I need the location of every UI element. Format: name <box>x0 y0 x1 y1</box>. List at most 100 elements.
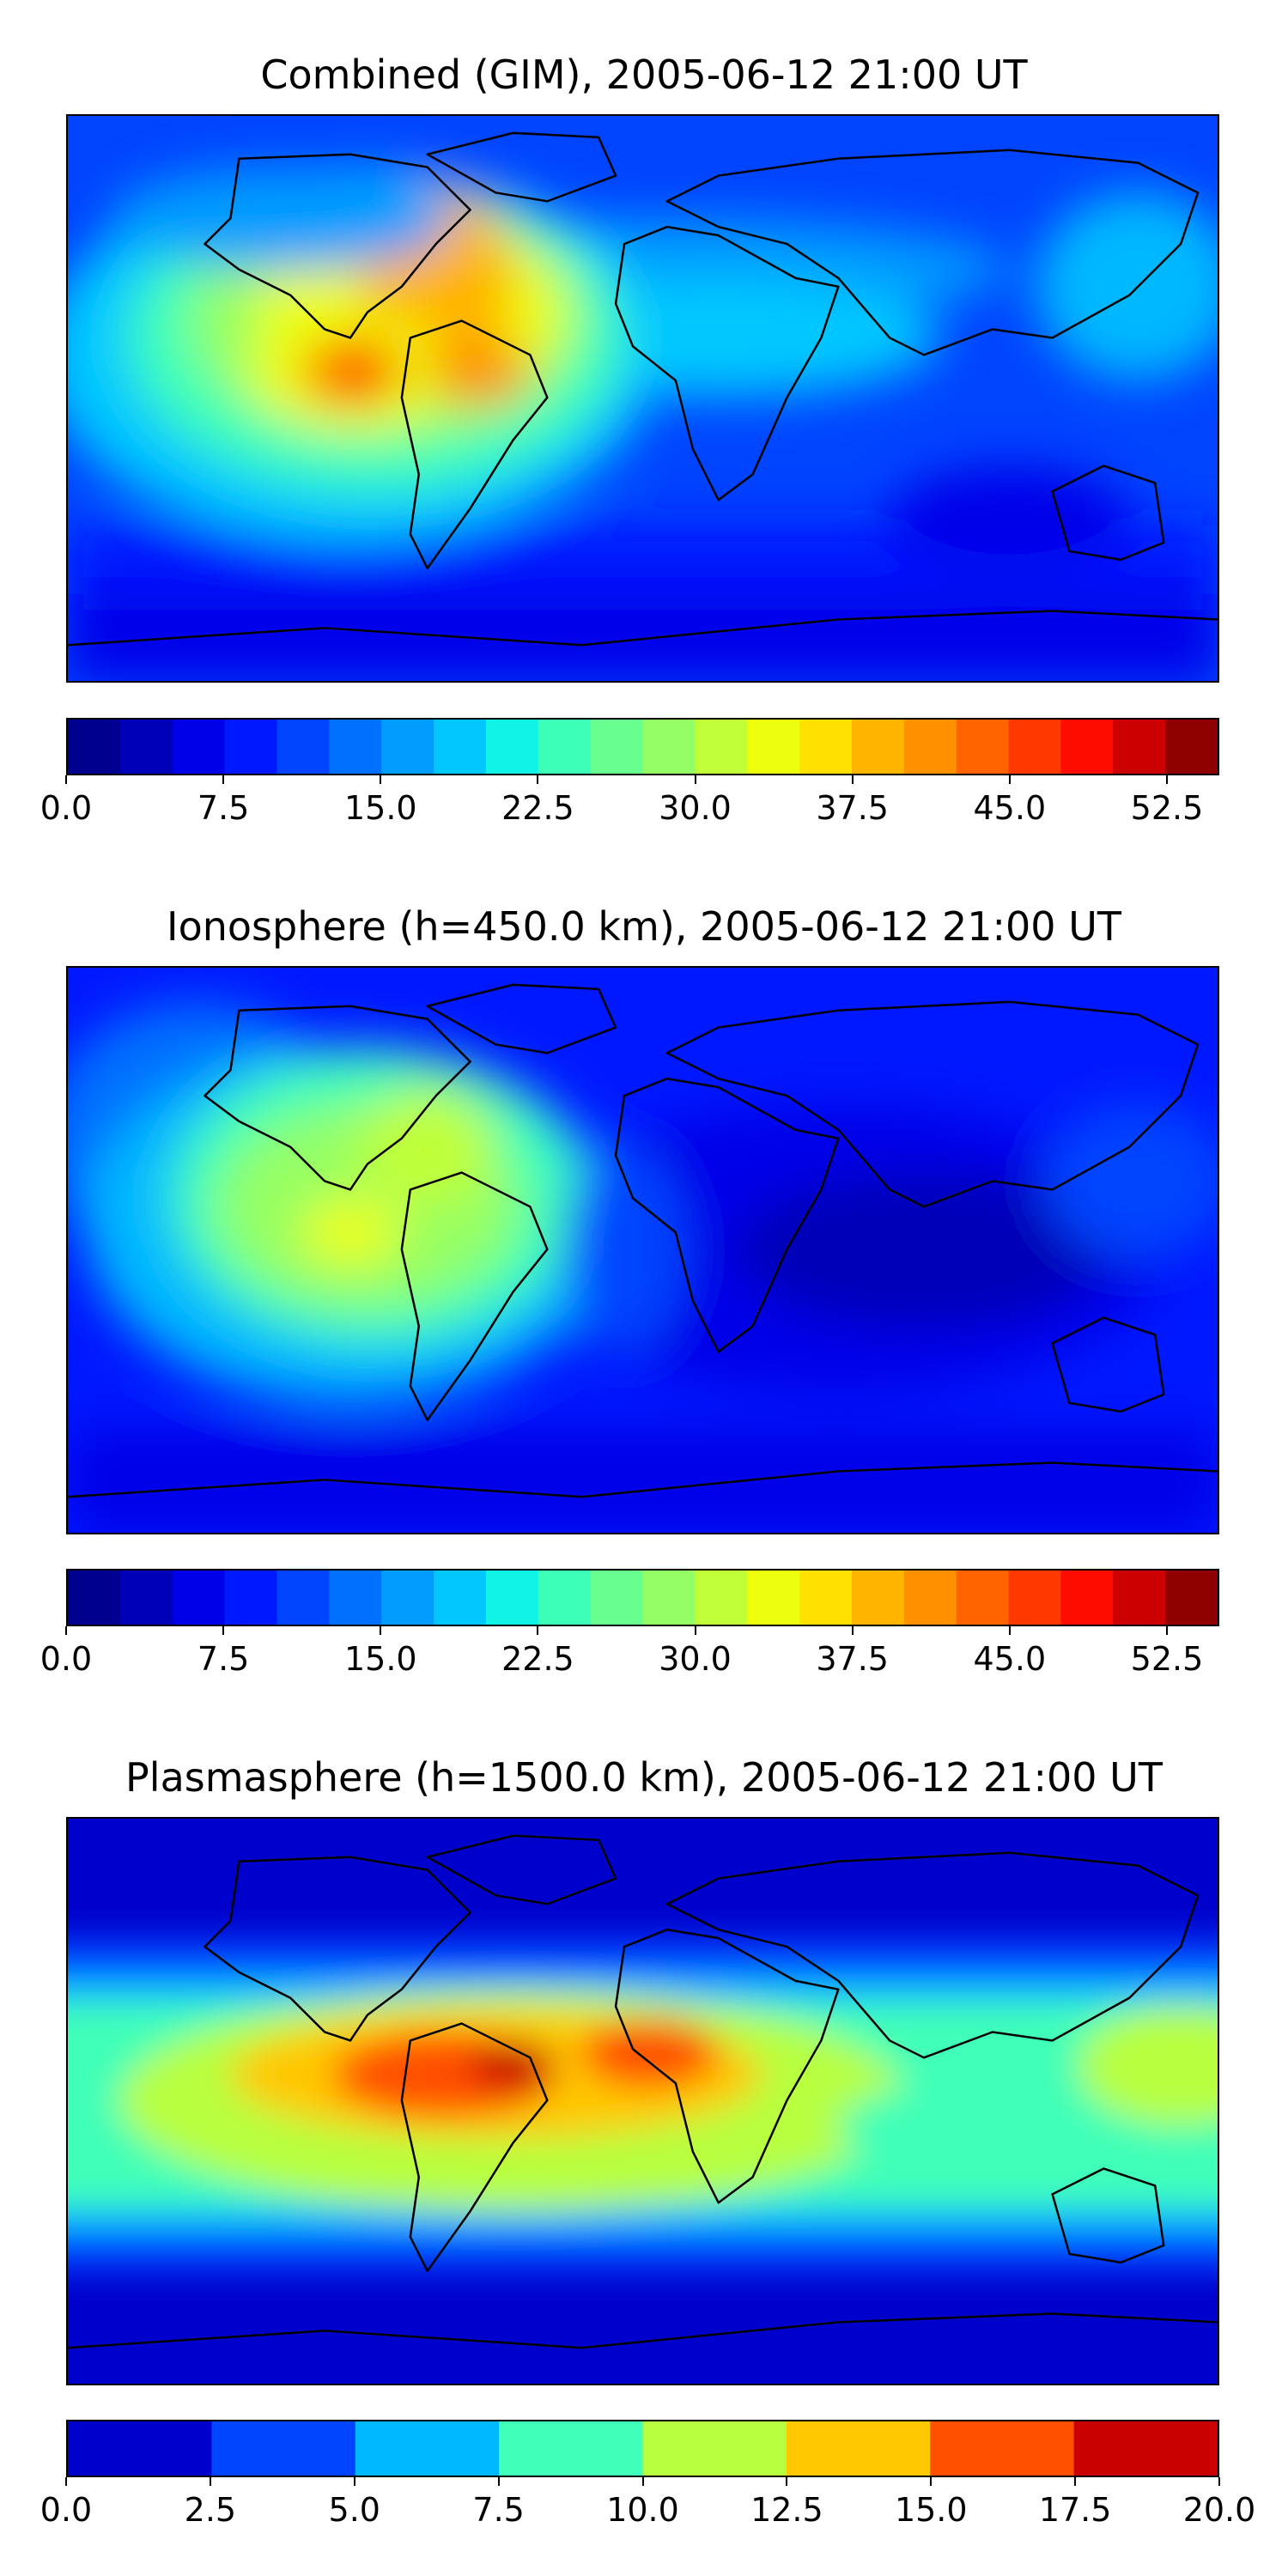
colorbar-segment <box>381 1571 434 1625</box>
colorbar-tick-label: 37.5 <box>816 789 889 827</box>
colorbar-segment <box>211 2421 356 2476</box>
colorbar-segment <box>224 720 278 774</box>
colorbar-segment <box>172 1571 226 1625</box>
colorbar-segment <box>329 1571 382 1625</box>
colorbar-segment <box>590 1571 644 1625</box>
colorbar-tick <box>930 2477 933 2486</box>
colorbar-tick <box>222 1626 225 1635</box>
colorbar-tick <box>1008 1626 1011 1635</box>
colorbar-segment <box>956 1571 1010 1625</box>
colorbar-segment <box>695 720 748 774</box>
colorbar-tick-label: 7.5 <box>197 789 250 827</box>
colorbar-tick-label: 0.0 <box>39 1640 93 1678</box>
colorbar-segment <box>68 720 121 774</box>
colorbar-segment <box>747 720 800 774</box>
colorbar-tick <box>537 775 539 784</box>
colorbar-segment <box>786 2421 931 2476</box>
colorbar-tick-label: 45.0 <box>973 789 1047 827</box>
colorbar-tick-label: 0.0 <box>39 789 93 827</box>
colorbar-tick-label: 15.0 <box>894 2491 968 2529</box>
colorbar-segment <box>1165 720 1218 774</box>
colorbar-tick-label: 15.0 <box>343 1640 417 1678</box>
map-plasmasphere <box>66 1817 1219 2385</box>
colorbar-tick-label: 12.5 <box>750 2491 823 2529</box>
colorbar-tick <box>694 775 696 784</box>
panel-title-plasmasphere: Plasmasphere (h=1500.0 km), 2005-06-12 2… <box>125 1754 1163 1801</box>
colorbar-segment <box>695 1571 748 1625</box>
colorbar-plasmasphere-svg <box>68 2421 1218 2476</box>
colorbar-ionosphere-svg <box>68 1571 1218 1625</box>
colorbar-plasmasphere <box>66 2420 1219 2477</box>
colorbar-tick-label: 52.5 <box>1130 789 1204 827</box>
colorbar-tick <box>1218 2477 1220 2486</box>
colorbar-tick <box>65 775 67 784</box>
colorbar-tick-label: 45.0 <box>973 1640 1047 1678</box>
colorbar-tick-label: 37.5 <box>816 1640 889 1678</box>
colorbar-tick <box>222 775 225 784</box>
colorbar-segment <box>590 720 644 774</box>
colorbar-tick-label: 0.0 <box>39 2491 93 2529</box>
panel-title-ionosphere: Ionosphere (h=450.0 km), 2005-06-12 21:0… <box>167 903 1121 950</box>
colorbar-tick <box>851 1626 854 1635</box>
map-ionosphere <box>66 966 1219 1534</box>
colorbar-plasmasphere-ticks: 0.0 2.5 5.0 7.5 10.0 12.5 15.0 17.5 20.0 <box>40 2477 1255 2529</box>
colorbar-tick <box>786 2477 788 2486</box>
map-combined-svg <box>68 116 1218 681</box>
colorbar-segment <box>381 720 434 774</box>
colorbar-segment <box>930 2421 1075 2476</box>
colorbar-segment <box>434 1571 487 1625</box>
colorbar-tick <box>353 2477 355 2486</box>
colorbar-segment <box>747 1571 800 1625</box>
colorbar-segment <box>485 720 539 774</box>
colorbar-tick <box>380 775 382 784</box>
colorbar-tick-label: 15.0 <box>343 789 417 827</box>
colorbar-tick-label: 22.5 <box>501 789 574 827</box>
map-plasmasphere-svg <box>68 1819 1218 2384</box>
colorbar-tick <box>1074 2477 1077 2486</box>
colorbar-tick <box>694 1626 696 1635</box>
colorbar-tick-label: 7.5 <box>197 1640 250 1678</box>
colorbar-tick <box>1008 775 1011 784</box>
colorbar-tick <box>1165 775 1168 784</box>
colorbar-segment <box>1165 1571 1218 1625</box>
colorbar-tick <box>65 1626 67 1635</box>
colorbar-segment <box>1008 720 1062 774</box>
colorbar-segment <box>499 2421 644 2476</box>
colorbar-segment <box>276 720 330 774</box>
colorbar-tick <box>497 2477 500 2486</box>
colorbar-tick <box>851 775 854 784</box>
colorbar-segment <box>538 1571 592 1625</box>
colorbar-segment <box>851 720 905 774</box>
colorbar-tick-label: 52.5 <box>1130 1640 1204 1678</box>
colorbar-tick-label: 17.5 <box>1038 2491 1112 2529</box>
colorbar-segment <box>1060 1571 1114 1625</box>
colorbar-tick <box>380 1626 382 1635</box>
colorbar-combined-svg <box>68 720 1218 774</box>
colorbar-tick-label: 5.0 <box>328 2491 380 2529</box>
colorbar-segment <box>224 1571 278 1625</box>
colorbar-tick <box>209 2477 211 2486</box>
coastlines-ionosphere <box>68 983 1218 1498</box>
colorbar-tick-label: 10.0 <box>606 2491 679 2529</box>
map-ionosphere-svg <box>68 968 1218 1533</box>
colorbar-ionosphere-ticks: 0.0 7.5 15.0 22.5 30.0 37.5 45.0 52.5 <box>40 1626 1219 1678</box>
panel-title-combined: Combined (GIM), 2005-06-12 21:00 UT <box>260 52 1028 98</box>
colorbar-tick <box>1165 1626 1168 1635</box>
colorbar-segment <box>329 720 382 774</box>
colorbar-segment <box>119 720 173 774</box>
colorbar-segment <box>903 1571 957 1625</box>
colorbar-segment <box>642 2421 787 2476</box>
colorbar-segment <box>1060 720 1114 774</box>
colorbar-segment <box>1113 720 1166 774</box>
colorbar-tick <box>65 2477 67 2486</box>
colorbar-segment <box>799 720 853 774</box>
colorbar-segment <box>485 1571 539 1625</box>
colorbar-tick-label: 22.5 <box>501 1640 574 1678</box>
colorbar-segment <box>434 720 487 774</box>
colorbar-tick-label: 7.5 <box>472 2491 525 2529</box>
colorbar-segment <box>1113 1571 1166 1625</box>
colorbar-ionosphere <box>66 1569 1219 1626</box>
colorbar-tick <box>641 2477 644 2486</box>
colorbar-segment <box>119 1571 173 1625</box>
colorbar-segment <box>1008 1571 1062 1625</box>
